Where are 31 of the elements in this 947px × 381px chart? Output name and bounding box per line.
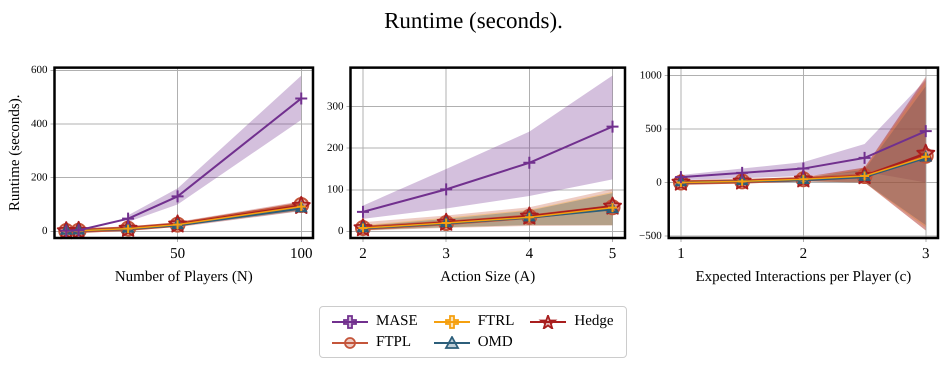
x-tick-label: 50 (170, 246, 186, 262)
x-axis-title: Expected Interactions per Player (c) (695, 268, 912, 285)
legend-label: Hedge (574, 313, 614, 330)
y-axis-title: Runtime (seconds). (6, 94, 23, 212)
x-tick-label: 3 (922, 246, 930, 262)
legend-label: OMD (478, 334, 513, 351)
y-tick-label: 0 (42, 225, 48, 238)
y-tick-label: 0 (656, 176, 662, 188)
x-tick-label: 4 (526, 246, 534, 262)
chart-title: Runtime (seconds). (383, 8, 564, 34)
x-tick-label: 2 (359, 246, 367, 262)
legend-label: FTPL (376, 334, 412, 351)
x-tick-label: 2 (800, 246, 808, 262)
x-tick-label: 1 (677, 246, 685, 262)
y-tick-label: 1000 (640, 70, 662, 82)
y-tick-label: 200 (31, 172, 48, 184)
legend-label: FTRL (478, 313, 514, 330)
y-tick-label: 0 (338, 225, 344, 238)
y-tick-label: −500 (638, 230, 662, 242)
legend-label: MASE (376, 313, 418, 330)
y-tick-label: 600 (31, 64, 48, 76)
x-tick-label: 3 (442, 246, 450, 262)
x-axis-title: Number of Players (N) (114, 268, 253, 285)
x-tick-label: 5 (608, 246, 616, 262)
y-tick-label: 100 (327, 184, 344, 196)
y-tick-label: 500 (645, 122, 662, 135)
y-tick-label: 400 (31, 118, 48, 130)
x-tick-label: 100 (290, 246, 312, 262)
y-tick-label: 300 (327, 100, 344, 113)
x-axis-title: Action Size (A) (440, 268, 536, 285)
y-tick-label: 200 (327, 142, 344, 154)
